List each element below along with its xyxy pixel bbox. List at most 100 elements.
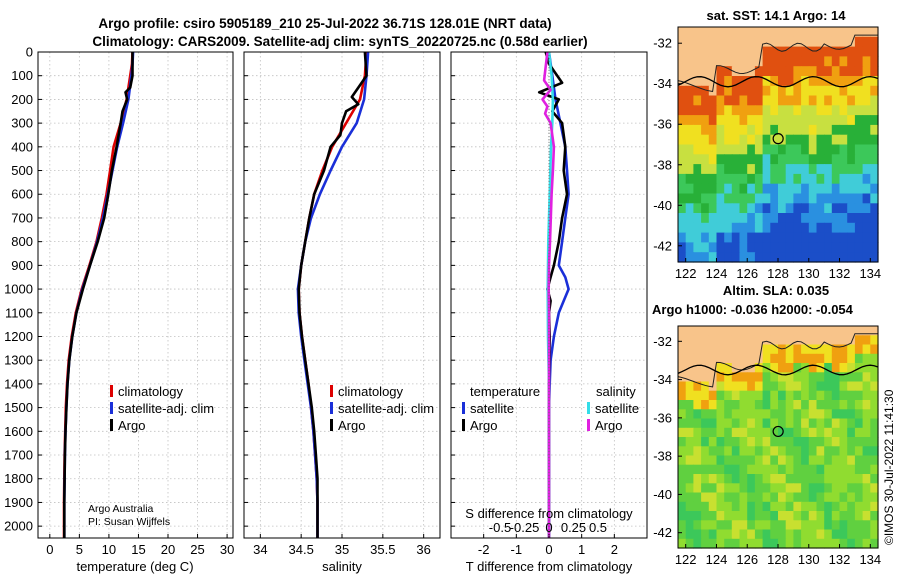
map-cell bbox=[731, 400, 741, 410]
map-cell bbox=[701, 66, 710, 77]
map-cell bbox=[770, 173, 779, 185]
map-cell bbox=[701, 335, 710, 346]
map-cell bbox=[824, 390, 833, 401]
map-cell bbox=[778, 474, 787, 484]
map-cell bbox=[701, 381, 710, 392]
map-cell bbox=[693, 363, 702, 373]
map-cell bbox=[739, 492, 748, 503]
map-cell bbox=[724, 232, 733, 243]
map-cell bbox=[701, 134, 710, 146]
map-cell bbox=[816, 124, 825, 136]
map-cell bbox=[862, 203, 871, 214]
map-cell bbox=[785, 492, 794, 503]
map-cell bbox=[870, 363, 879, 373]
map-cell bbox=[724, 390, 733, 401]
map-cell bbox=[716, 409, 725, 420]
map-cell bbox=[685, 36, 694, 48]
map-y-tick-label: -40 bbox=[653, 198, 672, 213]
axes-frame bbox=[37, 51, 234, 539]
map-cell bbox=[847, 372, 856, 383]
map-cell bbox=[770, 483, 779, 494]
map-cell bbox=[739, 501, 748, 512]
map-cell bbox=[685, 400, 694, 410]
map-cell bbox=[870, 446, 879, 457]
map-cell bbox=[731, 183, 741, 195]
map-cell bbox=[739, 427, 748, 438]
map-cell bbox=[754, 76, 764, 87]
map-cell bbox=[847, 105, 856, 116]
map-cell bbox=[808, 232, 818, 243]
map-cell bbox=[839, 372, 848, 383]
map-cell bbox=[785, 409, 794, 420]
legend-t-argo-swatch bbox=[462, 419, 465, 431]
map-cell bbox=[762, 193, 771, 204]
map-cell bbox=[839, 222, 848, 234]
y-tick-label: 1600 bbox=[4, 424, 33, 439]
map-cell bbox=[770, 344, 779, 355]
map-cell bbox=[839, 474, 848, 484]
map-cell bbox=[808, 492, 818, 503]
map-cell bbox=[693, 538, 702, 549]
map-cell bbox=[808, 164, 818, 175]
map-cell bbox=[793, 95, 802, 106]
contour-line bbox=[677, 75, 879, 88]
map-cell bbox=[716, 381, 725, 392]
map-cell bbox=[708, 242, 718, 253]
map-cell bbox=[739, 242, 748, 253]
map-cell bbox=[785, 335, 794, 346]
map-cell bbox=[808, 27, 818, 38]
map-cell bbox=[824, 400, 833, 410]
map-cell bbox=[754, 183, 764, 195]
map-cell bbox=[770, 183, 779, 195]
map-cell bbox=[754, 529, 764, 540]
map-cell bbox=[870, 538, 879, 549]
map-cell bbox=[785, 427, 794, 438]
map-cell bbox=[839, 173, 848, 185]
map-cell bbox=[839, 193, 848, 204]
map-cell bbox=[747, 427, 756, 438]
map-cell bbox=[724, 501, 733, 512]
map-cell bbox=[824, 144, 833, 155]
map-cell bbox=[831, 193, 841, 204]
map-cell bbox=[801, 464, 810, 475]
map-cell bbox=[701, 326, 710, 336]
map-cell bbox=[854, 36, 864, 48]
map-cell bbox=[716, 115, 725, 126]
map-cell bbox=[824, 344, 833, 355]
map-cell bbox=[693, 213, 702, 224]
map-cell bbox=[716, 353, 725, 364]
map-cell bbox=[770, 27, 779, 38]
y-tick-label: 1400 bbox=[4, 376, 33, 391]
map-cell bbox=[701, 353, 710, 364]
map-cell bbox=[770, 36, 779, 48]
map-cell bbox=[808, 95, 818, 106]
map-cell bbox=[778, 193, 787, 204]
map-cell bbox=[762, 222, 771, 234]
map-cell bbox=[824, 501, 833, 512]
map-cell bbox=[724, 213, 733, 224]
map-cell bbox=[801, 511, 810, 521]
salinity-profile-panel: 34 34.5 35 35.5 36 bbox=[243, 51, 441, 557]
legend-salinity-title: salinity bbox=[596, 384, 636, 399]
map-cell bbox=[870, 483, 879, 494]
map-cell bbox=[816, 372, 825, 383]
map-cell bbox=[831, 511, 841, 521]
map-cell bbox=[816, 492, 825, 503]
map-cell bbox=[693, 154, 702, 165]
map-cell bbox=[870, 124, 879, 136]
map-cell bbox=[701, 400, 710, 410]
map-cell bbox=[793, 353, 802, 364]
map-cell bbox=[731, 46, 741, 57]
map-cell bbox=[678, 242, 687, 253]
map-cell bbox=[831, 134, 841, 146]
map-cell bbox=[770, 124, 779, 136]
map-cell bbox=[701, 520, 710, 531]
map-cell bbox=[847, 252, 856, 263]
map-cell bbox=[839, 520, 848, 531]
map-cell bbox=[693, 455, 702, 466]
map-cell bbox=[762, 520, 771, 531]
map-cell bbox=[739, 222, 748, 234]
map-cell bbox=[724, 76, 733, 87]
map-cell bbox=[716, 501, 725, 512]
map-cell bbox=[831, 363, 841, 373]
